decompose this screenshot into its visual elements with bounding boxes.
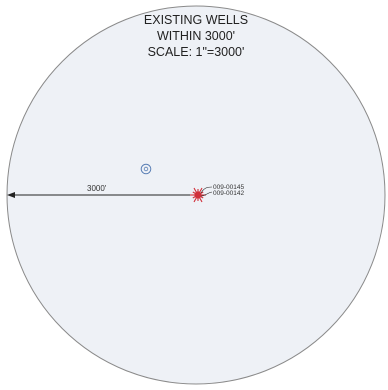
starburst-spike xyxy=(200,196,204,199)
starburst-spike xyxy=(193,187,197,193)
starburst-spike xyxy=(192,191,196,194)
well-label-leader-line xyxy=(200,191,213,197)
radius-arrowhead xyxy=(7,192,15,198)
starburst-spike xyxy=(199,187,203,193)
existing-well-icon[interactable] xyxy=(140,163,152,175)
starburst-spike xyxy=(199,197,203,203)
well-label-leader-line xyxy=(200,186,213,194)
well-label: 009-00142 xyxy=(213,190,244,197)
title-line-2: WITHIN 3000' xyxy=(157,29,235,43)
starburst-spike xyxy=(192,196,196,199)
title-line-3: SCALE: 1"=3000' xyxy=(148,45,245,59)
radius-label: 3000' xyxy=(87,184,107,193)
starburst-spike xyxy=(193,197,197,203)
starburst-spike xyxy=(200,191,204,194)
title-line-1: EXISTING WELLS xyxy=(144,13,248,27)
well-label: 009-00145 xyxy=(213,184,244,191)
